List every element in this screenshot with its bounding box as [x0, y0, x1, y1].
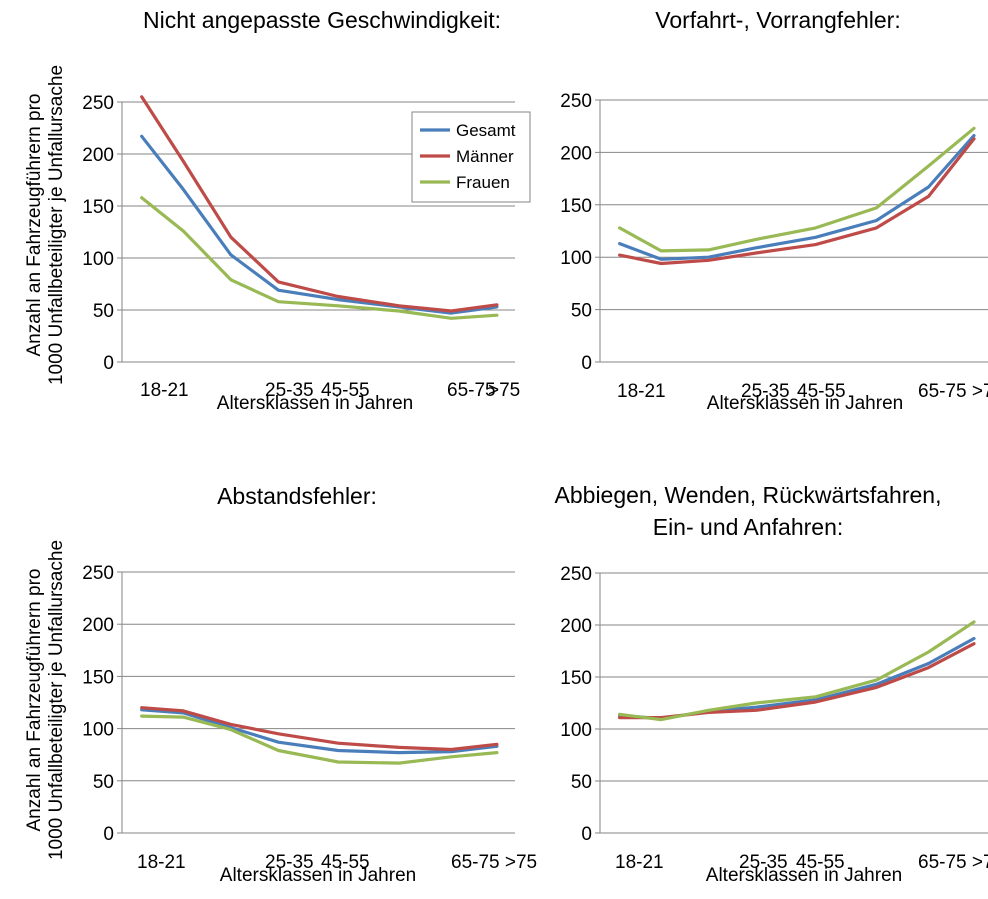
series-line-frauen — [140, 714, 499, 765]
x-tick-label: 25-35 — [265, 380, 314, 401]
x-axis-label: Altersklassen in Jahren — [706, 865, 902, 886]
x-tick-label: 45-55 — [321, 380, 370, 401]
y-tick-label: 50 — [93, 772, 114, 793]
x-tick-label: 25-35 — [739, 852, 788, 873]
y-tick-label: 250 — [82, 93, 114, 114]
x-axis-label: Altersklassen in Jahren — [707, 393, 903, 414]
y-tick-label: 0 — [581, 353, 592, 374]
y-tick-label: 50 — [571, 301, 592, 322]
chart-title: Abstandsfehler: — [217, 483, 377, 509]
y-tick-label: 250 — [560, 564, 592, 585]
x-tick-label: 45-55 — [796, 852, 845, 873]
y-tick-label: 0 — [103, 824, 114, 845]
y-tick-label: 200 — [560, 143, 592, 164]
chart-panel-3: 0 50 100 150 200 250 18-21 25-35 45-55 65-75 >75 A… — [82, 483, 537, 886]
x-axis-label: Altersklassen in Jahren — [217, 393, 413, 414]
legend-label: Männer — [456, 147, 514, 166]
series-line-männer — [617, 137, 976, 266]
legend-label: Gesamt — [456, 121, 516, 140]
y-tick-label: 200 — [560, 616, 592, 637]
y-tick-label: 150 — [560, 668, 592, 689]
x-axis-label: Altersklassen in Jahren — [220, 865, 416, 886]
series-line-männer — [140, 95, 499, 313]
y-tick-label: 200 — [82, 615, 114, 636]
x-tick-label: 18-21 — [617, 381, 666, 402]
y-axis-label-line2: 1000 Unfallbeteiligter je Unfallursache — [46, 65, 67, 385]
y-axis-label-bottom: Anzahl an Fahrzeugführern pro 1000 Unfal… — [24, 540, 67, 860]
x-tick-label: 18-21 — [140, 380, 189, 401]
legend-label: Frauen — [456, 173, 510, 192]
chart-title: Ein- und Anfahren: — [653, 514, 844, 540]
y-tick-label: 100 — [560, 248, 592, 269]
chart-title: Vorfahrt-, Vorrangfehler: — [655, 7, 900, 33]
y-axis-label-line1: Anzahl an Fahrzeugführern pro — [24, 94, 45, 357]
chart-panel-1: 0 50 100 150 200 250 18-21 25-35 45-55 65-75>75 Al… — [82, 7, 520, 414]
y-tick-label: 150 — [82, 667, 114, 688]
series-line-gesamt — [140, 134, 499, 315]
x-tick-label: 45-55 — [797, 381, 846, 402]
y-tick-label: 250 — [82, 563, 114, 584]
x-tick-label: 65-75 >75 — [918, 852, 988, 873]
y-tick-label: 100 — [82, 249, 114, 270]
series-line-gesamt — [140, 708, 499, 755]
x-tick-label: 65-75 >75 — [451, 852, 537, 873]
y-tick-label: 100 — [560, 720, 592, 741]
y-tick-label: 50 — [93, 301, 114, 322]
series-line-männer — [140, 706, 499, 752]
y-tick-label: 150 — [560, 196, 592, 217]
y-tick-label: 50 — [571, 772, 592, 793]
series-line-frauen — [617, 620, 976, 722]
y-axis-label-top: Anzahl an Fahrzeugführern pro 1000 Unfal… — [24, 65, 67, 385]
series-line-frauen — [140, 196, 499, 320]
series-line-gesamt — [617, 134, 976, 261]
x-tick-label: >75 — [488, 380, 520, 401]
y-tick-label: 0 — [581, 824, 592, 845]
x-tick-label: 25-35 — [265, 852, 314, 873]
y-tick-label: 250 — [560, 91, 592, 112]
y-axis-label-line1: Anzahl an Fahrzeugführern pro — [24, 569, 45, 832]
x-tick-label: 25-35 — [741, 381, 790, 402]
x-tick-label: 65-75 — [447, 380, 496, 401]
x-tick-label: 65-75 >75 — [918, 381, 988, 402]
y-tick-label: 150 — [82, 197, 114, 218]
y-tick-label: 0 — [103, 353, 114, 374]
chart-panel-2: 0 50 100 150 200 250 18-21 25-35 45-55 65-75 >75 A… — [560, 7, 988, 414]
y-axis-label-line2: 1000 Unfallbeteiligter je Unfallursache — [46, 540, 67, 860]
x-tick-label: 18-21 — [137, 852, 186, 873]
x-tick-label: 18-21 — [615, 852, 664, 873]
chart-title: Nicht angepasste Geschwindigkeit: — [143, 7, 501, 33]
legend: Gesamt Männer Frauen — [411, 111, 531, 203]
chart-panel-4: 0 50 100 150 200 250 18-21 25-35 45-55 65-75 >75 A… — [555, 482, 988, 886]
series-line-frauen — [617, 126, 976, 253]
y-tick-label: 200 — [82, 145, 114, 166]
chart-title: Abbiegen, Wenden, Rückwärtsfahren, — [555, 482, 942, 508]
y-tick-label: 100 — [82, 720, 114, 741]
x-tick-label: 45-55 — [321, 852, 370, 873]
series-line-gesamt — [617, 636, 976, 721]
